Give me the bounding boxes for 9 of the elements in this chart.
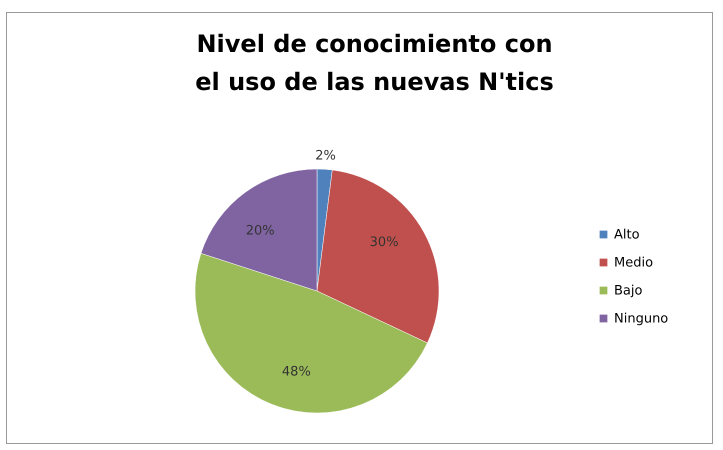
legend-label: Bajo <box>614 284 642 298</box>
legend-label: Ninguno <box>614 312 668 326</box>
legend-label: Alto <box>614 228 640 242</box>
legend-label: Medio <box>614 256 654 270</box>
data-label: 20% <box>246 224 275 239</box>
data-label: 30% <box>370 235 399 250</box>
chart-title: Nivel de conocimiento con el uso de las nuevas N'tics <box>195 30 554 96</box>
data-label: 2% <box>315 148 336 164</box>
data-label: 48% <box>282 364 311 380</box>
